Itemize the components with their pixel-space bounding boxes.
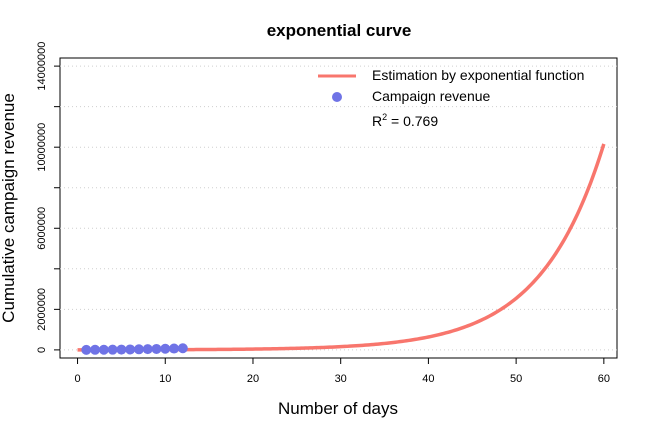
data-point <box>98 344 109 355</box>
y-axis: 0 2000000 6000000 10000000 14000000 <box>36 42 60 353</box>
x-tick-label: 30 <box>335 373 347 385</box>
data-point <box>116 344 127 355</box>
data-point <box>133 344 144 355</box>
data-point <box>177 343 188 354</box>
y-tick-label: 6000000 <box>36 207 48 250</box>
y-tick-label: 0 <box>36 347 48 353</box>
x-tick-label: 40 <box>422 373 434 385</box>
data-point <box>142 344 153 355</box>
x-tick-label: 10 <box>159 373 171 385</box>
x-tick-label: 0 <box>74 373 80 385</box>
y-axis-title: Cumulative campaign revenue <box>0 93 18 323</box>
legend-label-estimation: Estimation by exponential function <box>372 67 584 83</box>
fit-curve <box>77 143 606 352</box>
data-point <box>151 343 162 354</box>
x-axis-title: Number of days <box>278 399 398 418</box>
grid-lines <box>60 65 617 351</box>
data-point <box>90 344 101 355</box>
chart-title: exponential curve <box>267 21 412 40</box>
y-tick-label: 2000000 <box>36 288 48 331</box>
legend: Estimation by exponential function Campa… <box>318 67 584 129</box>
series-layer <box>77 143 606 355</box>
legend-point-swatch <box>332 92 342 102</box>
x-tick-label: 20 <box>247 373 259 385</box>
data-point <box>81 344 92 355</box>
y-tick-label: 14000000 <box>36 42 48 91</box>
x-axis: 0 10 20 30 40 50 60 <box>74 358 610 385</box>
r-squared-value: = 0.769 <box>387 113 438 129</box>
y-tick-label: 10000000 <box>36 123 48 172</box>
r-squared-superscript: 2 <box>382 112 387 122</box>
data-point <box>107 344 118 355</box>
x-tick-label: 60 <box>598 373 610 385</box>
r-squared-annotation: R2 = 0.769 <box>372 112 438 129</box>
data-point <box>160 343 171 354</box>
data-point <box>169 343 180 354</box>
data-point <box>125 344 136 355</box>
x-tick-label: 50 <box>510 373 522 385</box>
legend-label-revenue: Campaign revenue <box>372 88 491 104</box>
plot-frame <box>59 57 618 359</box>
r-squared-base: R <box>372 113 382 129</box>
